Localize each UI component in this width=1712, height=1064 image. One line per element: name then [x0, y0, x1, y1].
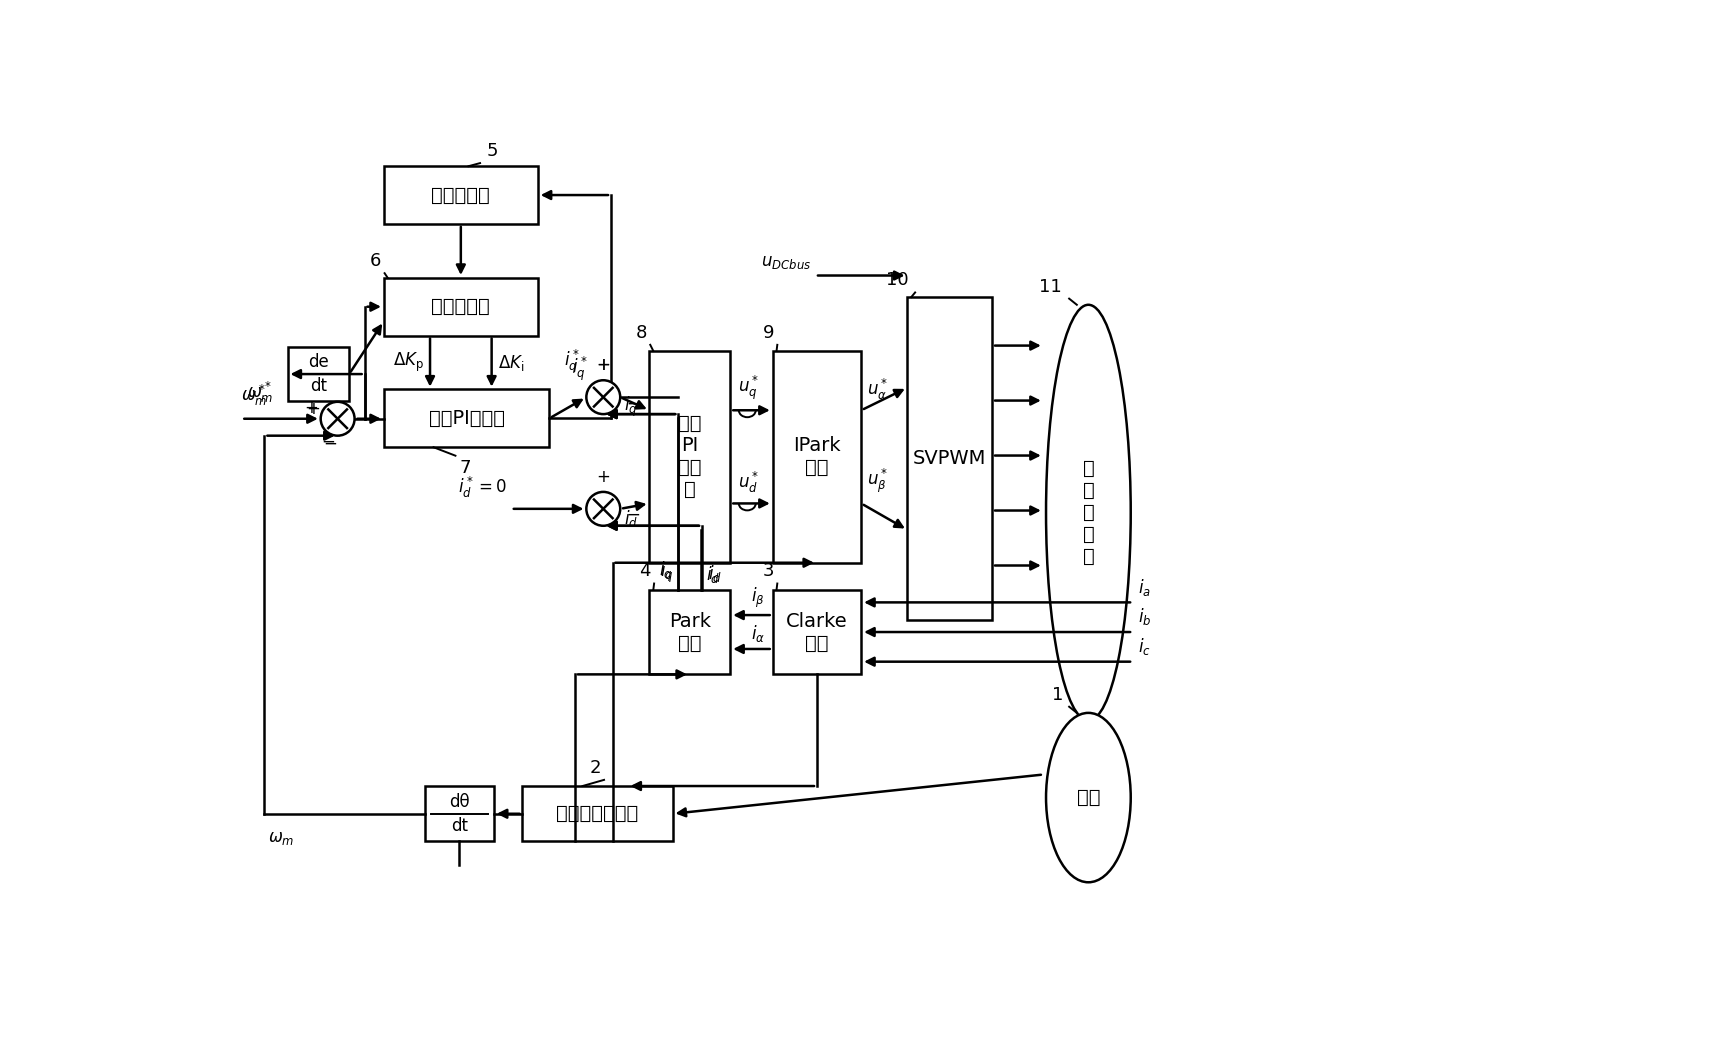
Text: $i_\beta$: $i_\beta$ — [752, 586, 765, 611]
Text: $i_q^*$: $i_q^*$ — [565, 348, 580, 377]
Text: IPark
变换: IPark 变换 — [793, 436, 841, 478]
Text: 3: 3 — [764, 563, 774, 581]
Text: +: + — [305, 399, 318, 417]
Text: +: + — [596, 356, 609, 375]
Text: $u_d^*$: $u_d^*$ — [738, 470, 758, 495]
Text: $i_d$: $i_d$ — [707, 563, 722, 583]
Text: $\omega_m^*$: $\omega_m^*$ — [241, 383, 267, 408]
Bar — [522, 786, 673, 842]
Text: −: − — [627, 506, 640, 523]
Text: −: − — [324, 434, 337, 452]
Text: $i_d$: $i_d$ — [625, 508, 639, 529]
Text: $i_a$: $i_a$ — [1138, 577, 1152, 598]
Text: 6: 6 — [370, 252, 382, 270]
Text: de: de — [308, 353, 329, 371]
Text: +: + — [596, 468, 609, 486]
Bar — [383, 389, 550, 447]
Text: Park
变换: Park 变换 — [669, 612, 710, 652]
Text: 模糊控制器: 模糊控制器 — [431, 297, 490, 316]
Bar — [772, 589, 861, 675]
Text: $u_\alpha^*$: $u_\alpha^*$ — [868, 377, 889, 402]
Text: $\omega_m^*$: $\omega_m^*$ — [248, 380, 274, 405]
Text: $i_c$: $i_c$ — [1138, 636, 1150, 658]
Text: dθ: dθ — [449, 793, 469, 811]
Text: 5: 5 — [486, 142, 498, 160]
Text: Clarke
变换: Clarke 变换 — [786, 612, 847, 652]
Text: $u_q^*$: $u_q^*$ — [738, 373, 758, 402]
Text: 7: 7 — [459, 459, 471, 477]
Text: $i_b$: $i_b$ — [1138, 606, 1152, 628]
Text: $i_q^*$: $i_q^*$ — [572, 355, 589, 383]
Text: $i_d^*=0$: $i_d^*=0$ — [459, 475, 507, 500]
Text: +: + — [306, 400, 320, 418]
Text: +: + — [596, 356, 609, 375]
Bar — [425, 786, 495, 842]
Text: 4: 4 — [640, 563, 651, 581]
Text: 8: 8 — [635, 323, 647, 342]
Bar — [649, 589, 731, 675]
Text: −: − — [322, 433, 336, 451]
Text: $i_\alpha$: $i_\alpha$ — [752, 624, 765, 645]
Text: dt: dt — [310, 377, 327, 395]
Text: 11: 11 — [1039, 278, 1061, 296]
Bar — [288, 347, 349, 401]
Ellipse shape — [1046, 713, 1130, 882]
Text: 1: 1 — [1051, 685, 1063, 703]
Text: 2: 2 — [589, 759, 601, 777]
Text: $i_q$: $i_q$ — [661, 561, 675, 585]
Text: dt: dt — [450, 817, 467, 835]
Text: −: − — [627, 395, 640, 413]
Text: 电机: 电机 — [1077, 788, 1101, 808]
Text: 三
相
逆
变
器: 三 相 逆 变 器 — [1082, 460, 1094, 566]
Circle shape — [586, 380, 620, 414]
Bar — [383, 166, 538, 223]
Circle shape — [320, 402, 354, 435]
Bar — [907, 297, 993, 620]
Text: $i_d$: $i_d$ — [705, 564, 721, 585]
Ellipse shape — [1046, 304, 1130, 720]
Text: $u_\beta^*$: $u_\beta^*$ — [868, 467, 889, 495]
Text: 位置信号检测器: 位置信号检测器 — [556, 804, 639, 824]
Text: $i_q$: $i_q$ — [659, 560, 673, 583]
Text: SVPWM: SVPWM — [912, 449, 986, 468]
Circle shape — [586, 492, 620, 526]
Text: $u_{DCbus}$: $u_{DCbus}$ — [760, 253, 811, 271]
Text: $\Delta K_{\rm p}$: $\Delta K_{\rm p}$ — [392, 351, 425, 375]
Bar — [772, 351, 861, 563]
Bar — [383, 278, 538, 335]
Text: 电流
PI
调节
器: 电流 PI 调节 器 — [678, 414, 702, 499]
Text: $\Delta K_{\rm i}$: $\Delta K_{\rm i}$ — [498, 352, 524, 372]
Text: $\omega_m$: $\omega_m$ — [269, 829, 294, 847]
Text: 9: 9 — [764, 323, 774, 342]
Text: 遗传控制器: 遗传控制器 — [431, 185, 490, 204]
Bar — [649, 351, 731, 563]
Text: 速度PI调节器: 速度PI调节器 — [428, 409, 505, 428]
Text: 10: 10 — [887, 271, 909, 289]
Text: $i_q$: $i_q$ — [625, 395, 637, 418]
